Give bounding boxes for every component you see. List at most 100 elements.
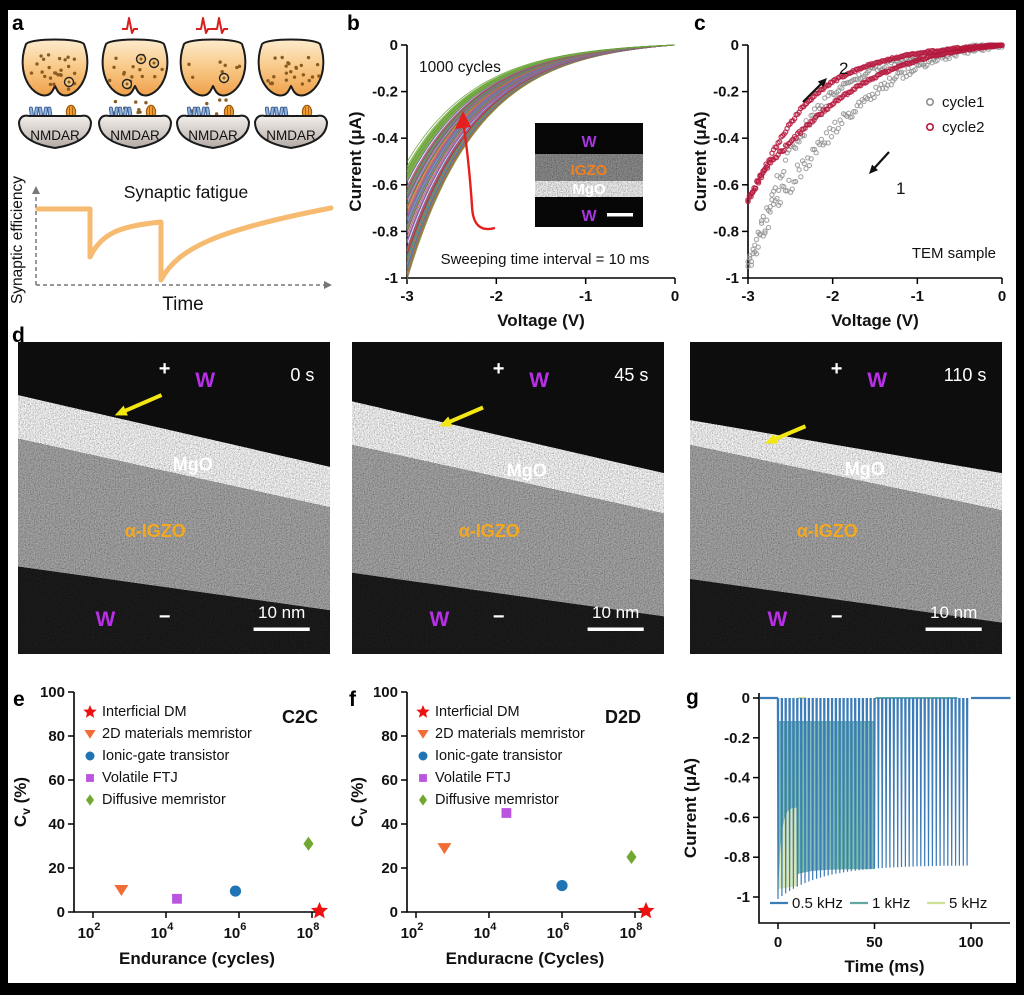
svg-text:W: W [95,608,115,631]
svg-text:Enduracne (Cycles): Enduracne (Cycles) [446,949,605,968]
svg-text:0: 0 [774,934,782,951]
svg-text:α-IGZO: α-IGZO [125,521,186,541]
panel-e-c2c-scatter-chart: 102 104 106 108 0 20 40 60 80 100 Endurance (cycle… [11,684,328,968]
svg-text:MgO: MgO [507,461,547,481]
panel-letter-c: c [694,12,706,35]
svg-text:100: 100 [958,934,983,951]
svg-text:2D materials memristor: 2D materials memristor [102,726,252,742]
svg-text:10 nm: 10 nm [930,603,977,622]
svg-text:100: 100 [373,684,398,701]
svg-text:MgO: MgO [572,181,606,198]
svg-text:+: + [831,358,843,380]
svg-text:NMDAR: NMDAR [266,128,316,143]
svg-text:0: 0 [731,37,739,54]
svg-text:0: 0 [390,904,398,921]
svg-text:-1: -1 [579,288,592,305]
svg-text:106: 106 [547,921,570,942]
panel-letter-a: a [12,12,24,35]
svg-text:Interficial DM: Interficial DM [102,704,187,720]
svg-text:+: + [493,358,505,380]
svg-text:-0.2: -0.2 [713,84,739,101]
svg-text:45 s: 45 s [614,365,648,385]
panel-letter-e: e [13,688,25,711]
svg-text:0: 0 [57,904,65,921]
svg-text:-0.6: -0.6 [724,809,750,826]
svg-text:Current (μA): Current (μA) [681,758,700,858]
svg-text:40: 40 [381,816,398,833]
svg-text:Sweeping time interval = 10 ms: Sweeping time interval = 10 ms [441,251,650,268]
svg-text:50: 50 [866,934,883,951]
svg-text:Current (μA): Current (μA) [346,111,365,211]
svg-text:Volatile FTJ: Volatile FTJ [102,770,178,786]
svg-text:-0.6: -0.6 [713,177,739,194]
svg-text:Time (ms): Time (ms) [845,957,925,976]
svg-text:-0.4: -0.4 [372,130,399,147]
svg-text:2D materials memristor: 2D materials memristor [435,726,585,742]
panel-c-iv-scatter-chart: -3 -2 -1 0 0 -0.2 -0.4 -0.6 -0.8 -1 Voltage (V) Cur… [691,37,1006,330]
panel-b-iv-cycling-chart: -3 -2 -1 0 0 -0.2 -0.4 -0.6 -0.8 -1 Voltage (V) Cur… [346,37,679,330]
svg-text:-1: -1 [737,889,750,906]
svg-text:−: − [831,606,843,628]
svg-text:Synaptic fatigue: Synaptic fatigue [124,182,249,202]
panel-a-synapse-schematic: NMDAR NMDAR NMDAR NMDAR Synaptic fatigue Syna… [9,17,334,315]
svg-text:40: 40 [48,816,65,833]
svg-text:-0.8: -0.8 [713,223,739,240]
svg-text:D2D: D2D [605,707,641,727]
svg-text:Cv (%): Cv (%) [348,777,370,827]
svg-text:108: 108 [297,921,320,942]
svg-text:Synaptic efficiency: Synaptic efficiency [9,176,26,304]
svg-text:C2C: C2C [282,707,318,727]
svg-text:+: + [159,358,171,380]
svg-text:cycle2: cycle2 [942,119,985,136]
svg-text:0 s: 0 s [290,365,314,385]
svg-text:MgO: MgO [173,454,213,474]
svg-text:2: 2 [839,59,848,78]
svg-text:α-IGZO: α-IGZO [797,521,858,541]
panel-letter-g: g [686,686,699,709]
svg-text:80: 80 [381,728,398,745]
svg-text:MgO: MgO [845,459,885,479]
svg-text:-0.4: -0.4 [713,130,740,147]
svg-text:104: 104 [151,921,175,942]
svg-text:60: 60 [381,772,398,789]
svg-text:Current (μA): Current (μA) [691,111,710,211]
svg-text:NMDAR: NMDAR [110,128,160,143]
svg-text:-0.8: -0.8 [724,849,750,866]
svg-text:Cv (%): Cv (%) [11,777,33,827]
svg-text:102: 102 [401,921,424,942]
svg-text:Interficial DM: Interficial DM [435,704,520,720]
svg-text:1000 cycles: 1000 cycles [419,59,501,76]
svg-text:Time: Time [162,294,204,315]
svg-text:Ionic-gate transistor: Ionic-gate transistor [435,748,563,764]
svg-text:104: 104 [474,921,498,942]
svg-text:NMDAR: NMDAR [30,128,80,143]
svg-text:102: 102 [78,921,101,942]
svg-text:-0.4: -0.4 [724,770,751,787]
svg-text:0: 0 [742,690,750,707]
svg-text:1 kHz: 1 kHz [872,895,910,912]
svg-text:W: W [581,208,597,225]
panel-letter-b: b [347,12,360,35]
svg-text:-0.8: -0.8 [372,223,398,240]
svg-text:-0.2: -0.2 [372,84,398,101]
svg-text:0: 0 [998,288,1006,305]
svg-text:108: 108 [620,921,643,942]
svg-text:-0.6: -0.6 [372,177,398,194]
svg-text:IGZO: IGZO [571,162,608,179]
svg-text:-3: -3 [400,288,413,305]
panel-letter-f: f [349,688,356,711]
svg-text:Voltage (V): Voltage (V) [497,311,585,330]
svg-text:Diffusive memristor: Diffusive memristor [435,792,559,808]
svg-text:-1: -1 [911,288,924,305]
svg-text:100: 100 [40,684,65,701]
panel-f-d2d-scatter-chart: 102 104 106 108 0 20 40 60 80 100 Enduracne (Cycle… [348,684,655,968]
svg-text:W: W [581,134,597,151]
panel-d-tem-frame-0s: + W 0 s MgO α-IGZO W − 10 nm [18,342,330,654]
svg-text:1: 1 [896,179,905,198]
svg-text:10 nm: 10 nm [258,603,305,622]
svg-text:20: 20 [381,860,398,877]
svg-text:−: − [493,606,505,628]
svg-text:5 kHz: 5 kHz [949,895,987,912]
svg-text:−: − [159,606,171,628]
